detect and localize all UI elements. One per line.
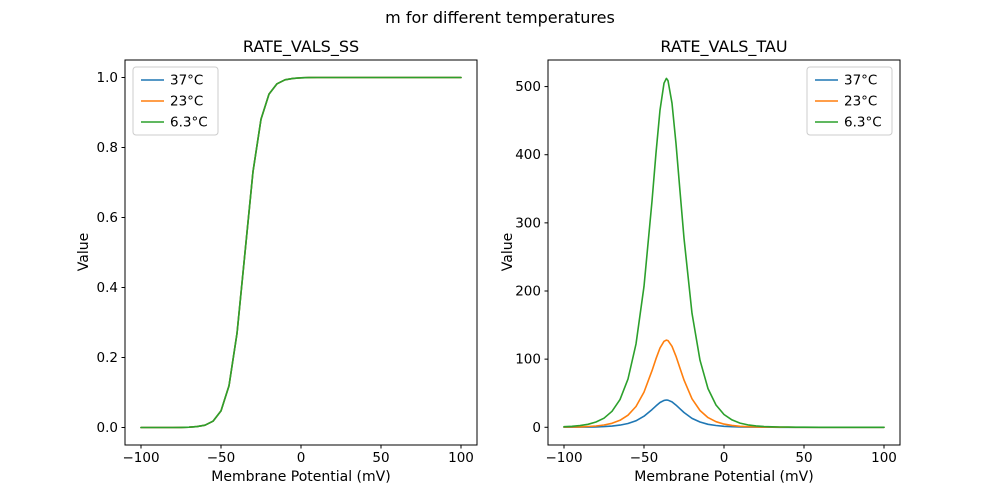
y-tick-label: 100 — [515, 352, 541, 368]
figure-suptitle: m for different temperatures — [385, 8, 615, 27]
right-xaxis-label: Membrane Potential (mV) — [634, 469, 813, 485]
y-tick-label: 0.4 — [97, 280, 118, 296]
y-tick-label: 200 — [515, 284, 541, 300]
series-line-2 — [563, 77, 885, 429]
y-tick-label: 500 — [515, 79, 541, 95]
left-yaxis-label: Value — [76, 233, 92, 271]
x-tick-label: 50 — [795, 450, 812, 466]
legend-label-2: 6.3°C — [170, 115, 208, 131]
y-tick-label: 1.0 — [97, 70, 118, 86]
y-tick-label: 0.8 — [97, 140, 118, 156]
right-yaxis-label: Value — [500, 233, 516, 271]
legend-label-2: 6.3°C — [844, 115, 882, 131]
legend-box — [132, 66, 219, 136]
x-tick-label: 100 — [871, 450, 897, 466]
y-tick-label: 300 — [515, 215, 541, 231]
left-axes-content: −100 −50 0 50 100 0.0 0.2 0.4 0.6 0.8 1.0 37°C 23°C 6… — [97, 66, 474, 466]
x-tick-label: −50 — [207, 450, 236, 466]
right-axes-title: RATE_VALS_TAU — [660, 37, 787, 57]
y-tick-label: 0.0 — [97, 420, 118, 436]
legend-label-1: 23°C — [844, 94, 877, 110]
y-tick-label: 0 — [532, 420, 541, 436]
left-xaxis-label: Membrane Potential (mV) — [211, 469, 390, 485]
y-tick-label: 400 — [515, 147, 541, 163]
legend-label-0: 37°C — [844, 73, 877, 89]
x-tick-label: 0 — [297, 450, 306, 466]
x-tick-label: −100 — [545, 450, 582, 466]
left-axes-title: RATE_VALS_SS — [243, 37, 359, 57]
y-tick-label: 0.6 — [97, 210, 118, 226]
x-tick-label: 100 — [448, 450, 474, 466]
x-tick-label: 0 — [720, 450, 729, 466]
right-axes-content: −100 −50 0 50 100 0 100 200 300 400 500 37°C 23°C 6.3… — [515, 66, 897, 466]
legend-label-0: 37°C — [170, 73, 203, 89]
y-tick-label: 0.2 — [97, 350, 118, 366]
x-tick-label: −50 — [630, 450, 659, 466]
legend-box — [806, 66, 893, 136]
legend-label-1: 23°C — [170, 94, 203, 110]
series-line-2 — [140, 76, 462, 429]
x-tick-label: 50 — [372, 450, 389, 466]
x-tick-label: −100 — [122, 450, 159, 466]
